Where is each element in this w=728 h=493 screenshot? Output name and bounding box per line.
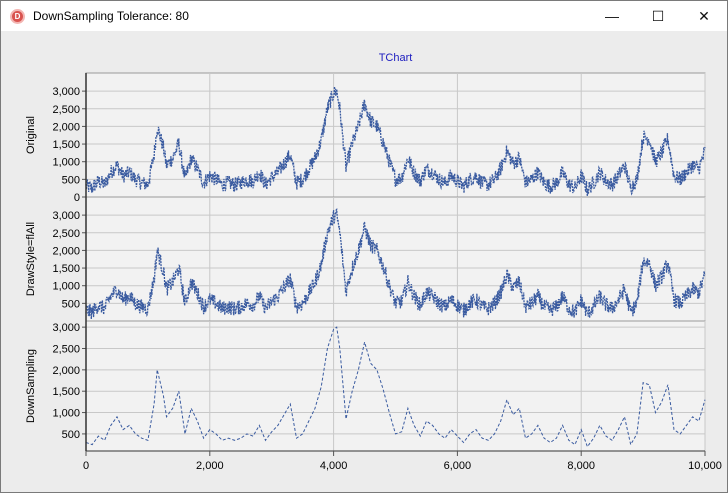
y-tick-label: 2,500 bbox=[52, 228, 80, 240]
y-axis-label: DrawStyle=flAll bbox=[25, 222, 37, 296]
y-axis-label: DownSampling bbox=[25, 349, 37, 423]
y-tick-label: 2,500 bbox=[52, 104, 80, 116]
series-line-downsampled bbox=[85, 326, 706, 448]
panel-background bbox=[85, 320, 706, 452]
panel-background bbox=[85, 72, 706, 198]
y-tick-label: 1,500 bbox=[52, 386, 80, 398]
x-tick-label: 6,000 bbox=[444, 460, 472, 472]
x-tick-label: 4,000 bbox=[320, 460, 348, 472]
y-tick-label: 1,000 bbox=[52, 281, 80, 293]
y-tick-label: 0 bbox=[74, 192, 80, 204]
y-axis-label: Original bbox=[25, 116, 37, 154]
window-title: DownSampling Tolerance: 80 bbox=[33, 9, 189, 23]
y-tick-label: 2,000 bbox=[52, 121, 80, 133]
y-tick-label: 3,000 bbox=[52, 210, 80, 222]
y-tick-label: 3,000 bbox=[52, 322, 80, 334]
y-tick-label: 500 bbox=[62, 298, 80, 310]
y-tick-label: 3,000 bbox=[52, 86, 80, 98]
y-tick-label: 2,500 bbox=[52, 343, 80, 355]
y-tick-label: 1,500 bbox=[52, 263, 80, 275]
x-tick-label: 2,000 bbox=[196, 460, 224, 472]
close-button[interactable]: ✕ bbox=[698, 8, 710, 24]
minimize-button[interactable]: — bbox=[605, 8, 619, 24]
y-tick-label: 1,000 bbox=[52, 408, 80, 420]
maximize-button[interactable]: ☐ bbox=[651, 8, 665, 24]
y-tick-label: 2,000 bbox=[52, 245, 80, 257]
y-tick-label: 1,500 bbox=[52, 139, 80, 151]
app-icon[interactable]: D bbox=[10, 9, 25, 24]
chart-area: TChart 0 500 1,000 1,500 2,000 2,500 3,000 Origi… bbox=[1, 31, 727, 492]
y-tick-label: 500 bbox=[62, 429, 80, 441]
chart-svg[interactable]: TChart 0 500 1,000 1,500 2,000 2,500 3,000 Origi… bbox=[1, 31, 727, 492]
app-icon-letter: D bbox=[14, 12, 21, 21]
series-line-2 bbox=[85, 208, 706, 320]
chart-title: TChart bbox=[379, 52, 413, 64]
y-tick-label: 2,000 bbox=[52, 365, 80, 377]
series-line-1 bbox=[85, 86, 706, 197]
x-tick-label: 0 bbox=[83, 460, 89, 472]
x-tick-label: 10,000 bbox=[688, 460, 722, 472]
x-tick-label: 8,000 bbox=[567, 460, 595, 472]
title-bar[interactable]: D DownSampling Tolerance: 80 — ☐ ✕ bbox=[1, 1, 727, 31]
y-tick-label: 1,000 bbox=[52, 157, 80, 169]
y-tick-label: 500 bbox=[62, 174, 80, 186]
